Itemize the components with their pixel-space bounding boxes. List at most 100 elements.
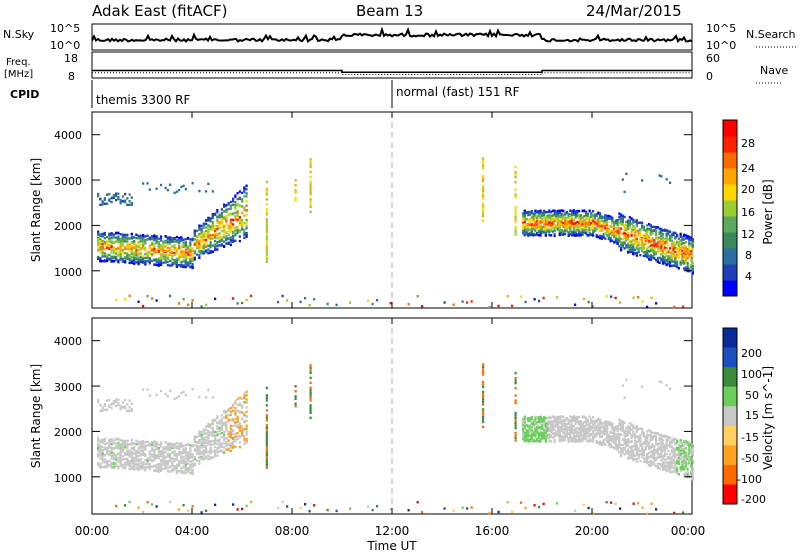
power-cell <box>553 211 556 214</box>
velocity-cell <box>522 427 525 431</box>
velocity-cell <box>265 434 268 437</box>
power-cell <box>532 223 535 227</box>
velocity-cell <box>245 430 248 433</box>
power-cell <box>294 184 297 187</box>
velocity-cell <box>126 446 129 449</box>
velocity-cell <box>532 418 535 422</box>
power-cell <box>581 218 584 221</box>
power-cell <box>536 233 539 236</box>
power-cell <box>243 236 246 240</box>
power-cell <box>529 213 532 216</box>
power-cell <box>644 237 647 240</box>
power-cell <box>110 242 113 245</box>
velocity-cell <box>558 435 561 439</box>
nave-tick-bottom: 0 <box>706 70 713 83</box>
velocity-cell <box>514 439 517 442</box>
power-cell <box>182 298 185 301</box>
power-cell <box>611 232 614 236</box>
power-cell <box>627 244 630 248</box>
power-cell <box>572 229 575 232</box>
power-cell <box>112 194 115 197</box>
power-cell <box>597 235 600 238</box>
velocity-cell <box>124 405 127 408</box>
power-cell <box>128 249 131 252</box>
power-cell <box>663 259 666 262</box>
power-cell <box>557 219 560 223</box>
velocity-cell <box>200 450 203 454</box>
power-cell <box>173 246 176 250</box>
power-cell <box>581 231 584 235</box>
power-cell <box>229 222 232 226</box>
power-cell <box>604 222 607 226</box>
power-cell <box>676 247 679 251</box>
power-cell <box>241 191 244 195</box>
power-cell <box>245 231 248 235</box>
power-cell <box>529 228 532 232</box>
power-cell <box>162 261 165 264</box>
power-cell <box>265 233 268 236</box>
velocity-cell <box>166 454 169 457</box>
power-cell <box>574 231 577 234</box>
power-cell <box>514 213 517 216</box>
power-cell <box>665 229 668 232</box>
power-cell <box>541 219 544 222</box>
power-cell <box>669 264 672 268</box>
power-cell <box>620 222 623 226</box>
power-cell <box>681 249 684 253</box>
velocity-cell <box>588 424 591 428</box>
velocity-cell <box>522 431 525 434</box>
power-cell <box>121 238 124 242</box>
power-cell <box>119 245 122 248</box>
velocity-cell <box>553 438 556 442</box>
power-cell <box>635 224 638 227</box>
power-cell <box>562 218 565 221</box>
power-cell <box>99 244 102 247</box>
power-cell <box>543 210 546 213</box>
power-cell <box>655 252 658 256</box>
power-cell <box>572 231 575 234</box>
power-cell <box>560 212 563 216</box>
power-cell <box>137 258 140 261</box>
power-cell <box>574 234 577 237</box>
velocity-cell <box>103 465 106 468</box>
power-cbar-tick-12: 12 <box>741 228 755 241</box>
velocity-cell <box>115 458 118 461</box>
velocity-cell <box>572 431 575 434</box>
power-cell <box>223 217 226 220</box>
power-cell <box>572 209 575 212</box>
velocity-cell <box>482 383 485 386</box>
velocity-cell <box>229 431 232 434</box>
freq-panel: Freq. [MHz] 18 8 60 0 Nave <box>4 51 788 84</box>
velocity-cell <box>101 406 104 409</box>
velocity-cell <box>202 453 205 456</box>
velocity-cell <box>178 451 181 454</box>
velocity-cell <box>160 453 163 456</box>
power-cell <box>225 214 228 218</box>
velocity-cell <box>171 451 174 454</box>
power-cell <box>627 251 630 254</box>
power-panel: Slant Range [km] 4000 3000 2000 1000 28 … <box>29 111 775 309</box>
power-cell <box>243 228 246 232</box>
velocity-cell <box>543 433 546 437</box>
power-cell <box>148 236 151 240</box>
velocity-cell <box>527 419 530 423</box>
power-cell <box>562 230 565 233</box>
velocity-cell <box>126 439 129 443</box>
velocity-cell <box>576 419 579 423</box>
power-cell <box>209 251 212 254</box>
velocity-cell <box>558 433 561 436</box>
power-cell <box>243 222 246 225</box>
power-cell <box>592 230 595 233</box>
power-cell <box>613 231 616 234</box>
power-cell <box>171 245 174 248</box>
velocity-cell <box>103 458 106 461</box>
velocity-cell <box>110 454 113 457</box>
power-cell <box>126 236 129 240</box>
power-cell <box>191 258 194 261</box>
velocity-cell <box>229 435 232 439</box>
power-cell <box>656 260 659 264</box>
velocity-cell <box>126 453 129 456</box>
velocity-cell <box>238 441 241 444</box>
power-cell <box>595 234 598 238</box>
velocity-cell <box>171 461 174 464</box>
